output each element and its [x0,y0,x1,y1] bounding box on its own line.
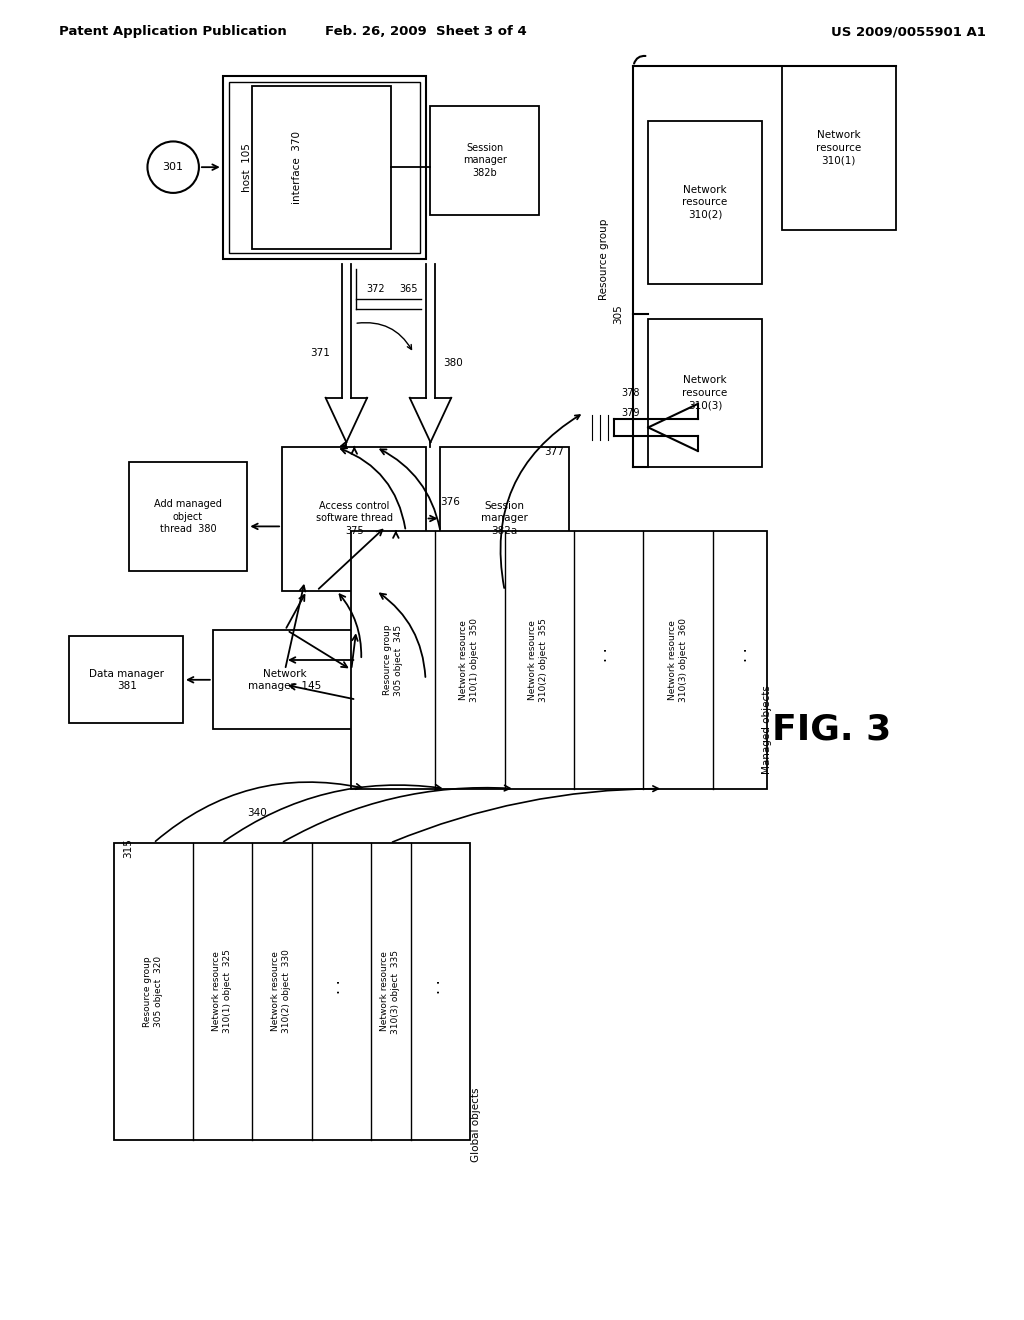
Text: 377: 377 [544,447,564,457]
Text: FIG. 3: FIG. 3 [772,713,891,746]
Text: Network
resource
310(1): Network resource 310(1) [816,131,861,165]
Text: Session
manager
382b: Session manager 382b [463,143,507,178]
Text: Network
resource
310(3): Network resource 310(3) [682,375,728,411]
Bar [648,318,762,467]
Bar [252,86,391,249]
Text: Network
manager  145: Network manager 145 [249,669,322,690]
Text: 301: 301 [163,162,183,172]
Text: Network
resource
310(2): Network resource 310(2) [682,185,728,219]
Bar [351,532,767,788]
Text: 340: 340 [248,808,267,818]
Text: 372: 372 [367,284,385,294]
Text: 315: 315 [124,838,134,858]
Text: interface  370: interface 370 [292,131,302,203]
Text: Feb. 26, 2009  Sheet 3 of 4: Feb. 26, 2009 Sheet 3 of 4 [325,25,526,38]
Text: · ·: · · [433,979,447,994]
Text: Access control
software thread
375: Access control software thread 375 [315,502,393,536]
Text: Data manager
381: Data manager 381 [89,669,164,690]
Text: Managed objects: Managed objects [762,685,772,774]
Text: Network resource
310(2) object  330: Network resource 310(2) object 330 [271,949,291,1034]
Text: Patent Application Publication: Patent Application Publication [59,25,287,38]
Text: Network resource
310(3) object  360: Network resource 310(3) object 360 [668,618,688,702]
Bar [228,82,420,253]
Bar [440,447,569,591]
Text: Resource group: Resource group [599,219,608,300]
Text: Session
manager
382a: Session manager 382a [481,502,528,536]
Bar [222,77,426,259]
Text: US 2009/0055901 A1: US 2009/0055901 A1 [831,25,986,38]
Text: 379: 379 [622,408,640,417]
Text: · ·: · · [600,648,615,663]
Text: · ·: · · [333,979,348,994]
Text: Network resource
310(3) object  335: Network resource 310(3) object 335 [380,949,400,1034]
Text: Resource group
305 object  345: Resource group 305 object 345 [383,624,402,696]
Text: 365: 365 [399,284,418,294]
Text: Global objects: Global objects [471,1088,481,1163]
Text: Add managed
object
thread  380: Add managed object thread 380 [154,499,222,533]
Text: Network resource
310(2) object  355: Network resource 310(2) object 355 [528,618,549,702]
Bar [430,106,540,215]
Text: · ·: · · [739,648,755,663]
Text: Network resource
310(1) object  325: Network resource 310(1) object 325 [212,949,231,1034]
Bar [213,631,356,729]
Text: 380: 380 [443,358,463,368]
Text: Resource group
305 object  320: Resource group 305 object 320 [143,956,164,1027]
Bar [648,120,762,284]
Bar [781,66,896,230]
Bar [129,462,248,572]
Bar [114,843,470,1140]
Text: 371: 371 [309,348,330,358]
Text: 305: 305 [613,304,624,323]
Text: 378: 378 [622,388,640,397]
Text: Network resource
310(1) object  350: Network resource 310(1) object 350 [459,618,479,702]
Text: 376: 376 [440,496,460,507]
Text: host  105: host 105 [243,143,252,191]
Bar [70,636,183,723]
Bar [282,447,426,591]
